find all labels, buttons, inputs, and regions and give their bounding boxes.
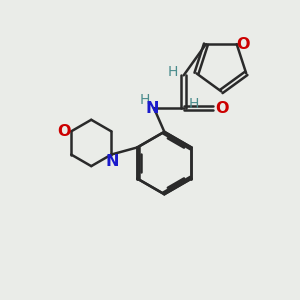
Text: O: O xyxy=(215,100,229,116)
Text: O: O xyxy=(57,124,70,139)
Text: N: N xyxy=(105,154,119,169)
Text: N: N xyxy=(146,100,159,116)
Text: O: O xyxy=(236,37,250,52)
Text: H: H xyxy=(189,98,199,112)
Text: H: H xyxy=(140,93,150,107)
Text: H: H xyxy=(168,65,178,79)
